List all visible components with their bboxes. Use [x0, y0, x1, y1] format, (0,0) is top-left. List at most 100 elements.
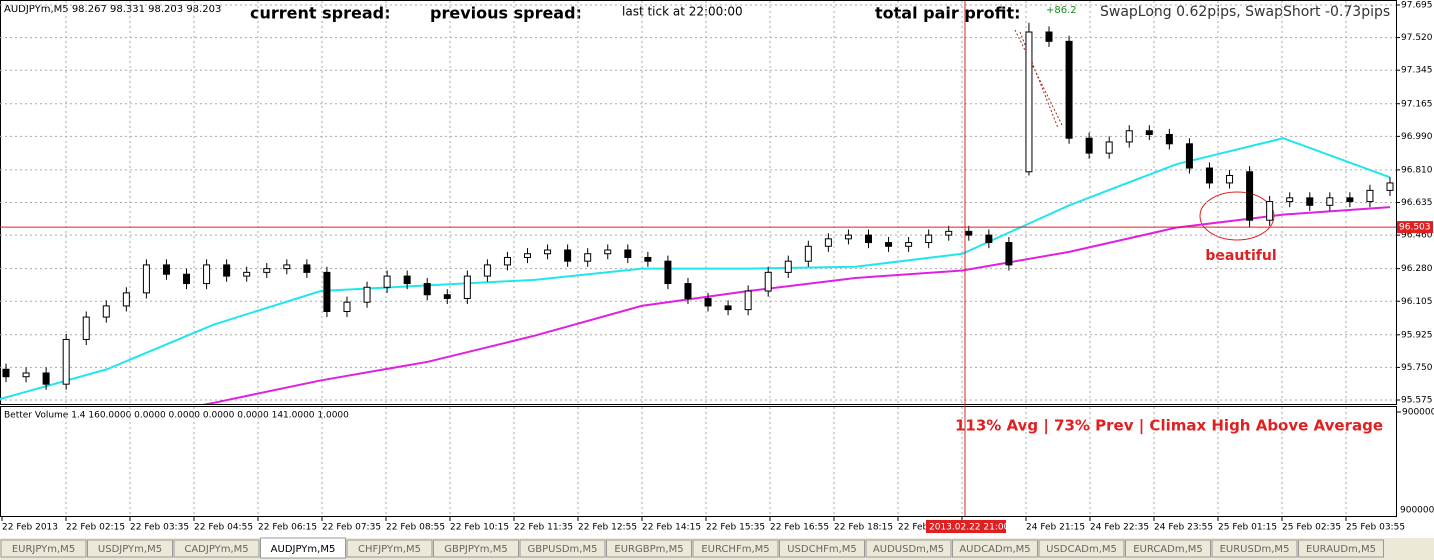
tab-background [952, 539, 1038, 558]
candle-body [503, 256, 511, 266]
candle-body [363, 286, 371, 303]
candle-body [804, 245, 812, 262]
candle-body [965, 230, 973, 236]
candle-body [584, 253, 592, 262]
last-tick: last tick at 22:00:00 [622, 5, 743, 19]
profit-value: +86.2 [1046, 5, 1077, 16]
tab-background [519, 539, 606, 558]
y-tick-label: 96.280 [1401, 264, 1433, 274]
candle-body [885, 242, 893, 247]
candle-body [905, 242, 913, 247]
tab-background [1038, 539, 1125, 558]
plot-area [0, 1, 1396, 404]
tab-label[interactable]: EURAUDm,M5 [1306, 544, 1376, 555]
tab-background [173, 539, 260, 558]
swap-info: SwapLong 0.62pips, SwapShort -0.73pips [1100, 4, 1390, 20]
symbol-tab[interactable]: EURCADm,M5 [1125, 539, 1211, 558]
y-tick-label: 95.925 [1401, 330, 1433, 340]
current-price-box [1397, 221, 1433, 234]
symbol-tab[interactable]: CADJPYm,M5 [173, 539, 260, 558]
candle-body [864, 234, 872, 244]
symbol-tab[interactable]: EURJPYm,M5 [0, 539, 87, 558]
symbol-tab[interactable]: AUDCADm,M5 [952, 539, 1038, 558]
symbol-tab[interactable]: GBPJPYm,M5 [433, 539, 519, 558]
candle-body [524, 253, 532, 258]
tab-label[interactable]: USDCHFm,M5 [787, 544, 857, 555]
x-tick-label: 22 Feb 10:15 [450, 523, 509, 533]
symbol-tab[interactable]: USDCHFm,M5 [779, 539, 865, 558]
symbol-tab[interactable]: AUDJPYm,M5 [260, 537, 346, 559]
tab-label[interactable]: GBPUSDm,M5 [528, 544, 598, 555]
candle-body [684, 283, 692, 299]
x-tick-label: 22 Feb 15:35 [706, 523, 765, 533]
candle-body [1125, 130, 1133, 143]
tab-label[interactable]: AUDCADm,M5 [959, 544, 1030, 555]
symbol-tab[interactable]: GBPUSDm,M5 [519, 539, 606, 558]
candle-body [1386, 182, 1394, 191]
tab-label[interactable]: AUDUSDm,M5 [873, 544, 944, 555]
candle-body [183, 273, 191, 285]
candle-body [1185, 143, 1193, 169]
candle-body [1025, 31, 1033, 173]
tab-label[interactable]: EURCHFm,M5 [701, 544, 769, 555]
tab-label[interactable]: USDCADm,M5 [1046, 544, 1117, 555]
y-tick-label: 95.575 [1401, 396, 1433, 406]
tab-background [1298, 539, 1384, 558]
symbol-tab[interactable]: EURGBPm,M5 [606, 539, 692, 558]
x-tick-label: 22 Feb 08:55 [386, 523, 445, 533]
tab-background [1125, 539, 1211, 558]
candle-body [945, 230, 953, 236]
tab-label[interactable]: EURCADm,M5 [1133, 544, 1203, 555]
x-tick-label: 24 Feb 21:15 [1026, 523, 1085, 533]
symbol-tab[interactable]: AUDUSDm,M5 [865, 539, 952, 558]
indicator-bottom-label: 9000000 [1400, 506, 1434, 516]
tab-label[interactable]: AUDJPYm,M5 [271, 544, 336, 555]
symbol-tab[interactable]: USDCADm,M5 [1038, 539, 1125, 558]
x-tick-label: 22 Feb 16:55 [770, 523, 829, 533]
tab-label[interactable]: EURJPYm,M5 [12, 544, 75, 555]
moving-average [0, 137, 1391, 401]
symbol-tab[interactable]: EURCHFm,M5 [692, 539, 779, 558]
tab-label[interactable]: USDJPYm,M5 [98, 544, 162, 555]
candle-body [724, 305, 732, 311]
previous-spread: previous spread: [430, 4, 582, 23]
candle-body [223, 264, 231, 277]
tab-background [260, 537, 346, 559]
candle-body [744, 290, 752, 311]
candle-body [1286, 197, 1294, 203]
candle-body [985, 234, 993, 244]
symbol-tab[interactable]: EURUSDm,M5 [1211, 539, 1298, 558]
current-price-label: 96.503 [1399, 223, 1431, 233]
candle-body [624, 249, 632, 258]
y-tick-label: 95.750 [1401, 363, 1433, 373]
tab-label[interactable]: EURGBPm,M5 [614, 544, 683, 555]
symbol-tab[interactable]: CHFJPYm,M5 [346, 539, 433, 558]
candle-body [1346, 197, 1354, 203]
candle-body [443, 294, 451, 299]
current-spread: current spread: [250, 4, 390, 23]
candle-body [62, 338, 70, 385]
tab-label[interactable]: CHFJPYm,M5 [358, 544, 421, 555]
candle-body [303, 264, 311, 273]
tab-background [1211, 539, 1298, 558]
candle-body [544, 249, 552, 255]
crosshair-time-box [926, 520, 1006, 533]
tab-background [865, 539, 952, 558]
candle-body [463, 275, 471, 299]
tab-label[interactable]: EURUSDm,M5 [1220, 544, 1290, 555]
x-tick-label: 22 Feb [898, 523, 929, 533]
candle-body [1105, 141, 1113, 154]
symbol-tab[interactable]: USDJPYm,M5 [87, 539, 173, 558]
moving-average [202, 206, 1391, 404]
candle-body [925, 234, 933, 244]
x-tick-label: 22 Feb 18:15 [834, 523, 893, 533]
symbol-tab[interactable]: EURAUDm,M5 [1298, 539, 1384, 558]
tab-background [87, 539, 173, 558]
tab-label[interactable]: GBPJPYm,M5 [444, 544, 507, 555]
tab-label[interactable]: CADJPYm,M5 [184, 544, 248, 555]
candle-body [283, 264, 291, 270]
tab-background [433, 539, 519, 558]
x-tick-label: 22 Feb 12:55 [578, 523, 637, 533]
